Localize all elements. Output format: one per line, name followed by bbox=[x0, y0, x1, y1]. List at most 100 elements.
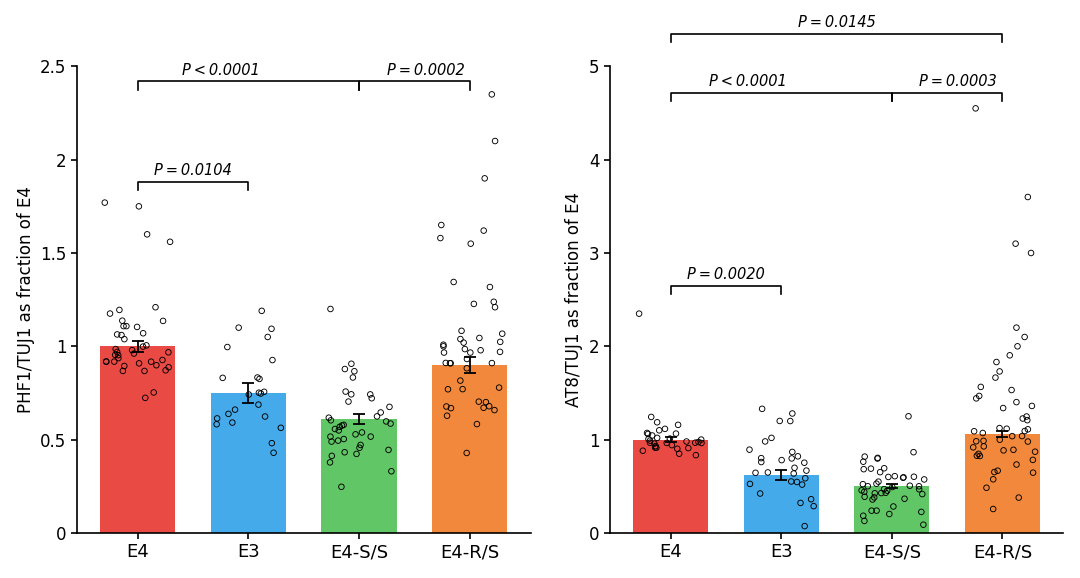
Point bbox=[970, 449, 987, 458]
Point bbox=[854, 480, 872, 489]
Point bbox=[805, 502, 822, 511]
Point bbox=[895, 473, 913, 482]
Point bbox=[490, 383, 508, 392]
Point bbox=[102, 309, 119, 318]
Point bbox=[334, 421, 351, 430]
Point bbox=[658, 438, 675, 447]
Point bbox=[1014, 414, 1031, 423]
Point bbox=[118, 321, 135, 331]
Point bbox=[323, 437, 340, 446]
Point bbox=[214, 373, 231, 383]
Point bbox=[476, 174, 494, 183]
Point bbox=[647, 443, 664, 452]
Point bbox=[265, 448, 282, 457]
Point bbox=[475, 226, 492, 235]
Point bbox=[342, 390, 360, 399]
Point bbox=[661, 434, 678, 443]
Point bbox=[782, 416, 799, 425]
Point bbox=[1016, 332, 1034, 342]
Point bbox=[762, 434, 780, 443]
Point bbox=[914, 490, 931, 499]
Point bbox=[160, 362, 177, 372]
Point bbox=[114, 321, 132, 331]
Point bbox=[483, 358, 500, 368]
Bar bbox=[964, 434, 1040, 533]
Point bbox=[647, 442, 664, 451]
Point bbox=[125, 349, 143, 358]
Text: P = 0.0002: P = 0.0002 bbox=[387, 62, 464, 77]
Point bbox=[220, 409, 238, 418]
Point bbox=[864, 495, 881, 504]
Point bbox=[639, 429, 657, 439]
Point bbox=[114, 366, 132, 376]
Point bbox=[869, 453, 887, 462]
Point bbox=[131, 359, 148, 368]
Point bbox=[107, 350, 124, 360]
Point bbox=[322, 432, 339, 441]
Point bbox=[336, 447, 353, 457]
Point bbox=[975, 436, 993, 446]
Point bbox=[648, 443, 665, 453]
Point bbox=[1008, 323, 1025, 332]
Point bbox=[470, 397, 487, 406]
Point bbox=[783, 454, 800, 463]
Point bbox=[690, 438, 707, 447]
Point bbox=[486, 136, 503, 146]
Point bbox=[649, 434, 666, 443]
Point bbox=[345, 373, 362, 382]
Point bbox=[461, 348, 478, 357]
Point bbox=[796, 521, 813, 531]
Point bbox=[116, 361, 133, 370]
Point bbox=[347, 429, 364, 439]
Point bbox=[998, 424, 1015, 434]
Point bbox=[106, 357, 123, 366]
Point bbox=[483, 90, 500, 99]
Point bbox=[792, 498, 809, 507]
Point bbox=[455, 338, 472, 347]
Point bbox=[340, 397, 357, 406]
Point bbox=[638, 428, 656, 438]
Bar bbox=[100, 346, 175, 533]
Point bbox=[880, 509, 897, 518]
Point bbox=[320, 413, 337, 423]
Bar bbox=[744, 475, 819, 533]
Point bbox=[486, 303, 503, 312]
Point bbox=[670, 420, 687, 429]
Point bbox=[1008, 460, 1025, 469]
Point bbox=[877, 488, 894, 498]
Point bbox=[465, 299, 483, 309]
Point bbox=[868, 479, 886, 488]
Point bbox=[974, 428, 991, 438]
Point bbox=[346, 366, 363, 376]
Point bbox=[987, 373, 1004, 382]
Point bbox=[336, 364, 353, 373]
Point bbox=[491, 347, 509, 357]
Point bbox=[667, 429, 685, 438]
Point bbox=[1020, 192, 1037, 202]
Point bbox=[856, 492, 874, 501]
Point bbox=[373, 408, 390, 417]
Point bbox=[97, 357, 114, 366]
Point bbox=[1020, 437, 1037, 446]
Point bbox=[1018, 416, 1036, 425]
Point bbox=[248, 373, 266, 382]
Point bbox=[783, 477, 800, 486]
Point bbox=[971, 391, 988, 401]
Point bbox=[788, 477, 806, 487]
Bar bbox=[322, 419, 396, 533]
Point bbox=[991, 435, 1009, 444]
Point bbox=[771, 416, 788, 425]
Point bbox=[251, 388, 268, 397]
Point bbox=[679, 443, 697, 453]
Point bbox=[863, 506, 880, 516]
Point bbox=[108, 347, 125, 357]
Point bbox=[240, 390, 257, 399]
Point bbox=[910, 485, 928, 494]
Point bbox=[108, 330, 125, 339]
Point bbox=[256, 412, 273, 421]
Point bbox=[913, 507, 930, 517]
Point bbox=[634, 446, 651, 455]
Point bbox=[442, 358, 459, 368]
Point bbox=[335, 435, 352, 444]
Bar bbox=[854, 486, 930, 533]
